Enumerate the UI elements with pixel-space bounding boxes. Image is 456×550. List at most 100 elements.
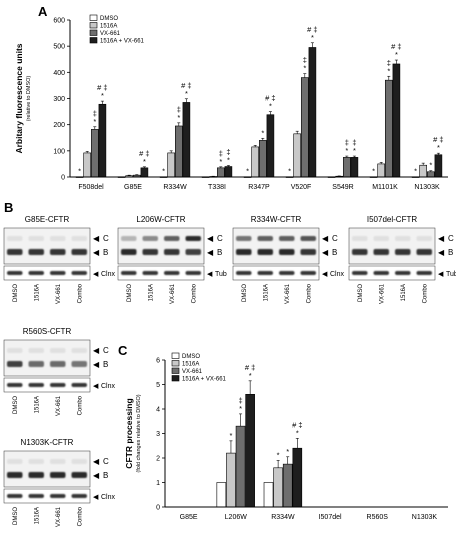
x-tick-label: M1101K: [372, 184, 398, 191]
significance-marker: # ‡: [181, 81, 191, 90]
bar: [350, 157, 359, 178]
band-label-b: B: [103, 360, 108, 369]
significance-marker: *: [78, 167, 81, 176]
x-tick-label: R334W: [271, 514, 295, 521]
lane-label: VX-661: [56, 506, 62, 527]
band-b: [71, 361, 87, 367]
band-label-c: C: [103, 234, 109, 243]
significance-marker: ‡: [93, 109, 97, 118]
blot-title: N1303K-CFTR: [21, 438, 74, 447]
band-b: [164, 249, 180, 255]
arrow-loading: ◀: [93, 383, 99, 390]
legend-label: 1516A + VX-661: [100, 39, 145, 45]
significance-marker: # ‡: [97, 83, 107, 92]
significance-marker: # ‡: [433, 135, 443, 144]
significance-marker: *: [286, 447, 289, 456]
band-c: [50, 348, 66, 353]
significance-marker: ‡: [219, 149, 223, 158]
legend-swatch: [89, 37, 98, 44]
band-b: [185, 249, 201, 255]
chart-a-bars: * * * * * *‡*‡*‡**‡*‡*‡**# ‡*# ‡*# ‡*‡*# ‡*# …: [75, 25, 444, 178]
band-b: [121, 249, 137, 255]
bar: [83, 152, 91, 178]
arrow-loading: ◀: [93, 271, 99, 278]
band-c: [71, 236, 87, 241]
significance-marker: *: [303, 64, 306, 73]
significance-marker: *: [345, 146, 348, 155]
y-axis-sublabel: (fold changes relative to DMSO): [136, 394, 142, 472]
loading-label: Clnx: [101, 494, 116, 501]
x-tick-label: L206W: [225, 514, 248, 521]
band-c: [7, 459, 23, 464]
band-c: [416, 236, 432, 241]
band-c: [7, 236, 23, 241]
loading-membrane: [348, 265, 436, 281]
bar: [419, 164, 428, 178]
x-tick-label: I507del: [319, 514, 342, 521]
significance-marker: *: [185, 89, 188, 98]
significance-marker: ‡: [303, 56, 307, 65]
panel-label-b: B: [4, 200, 13, 215]
band-b: [279, 249, 295, 255]
y-tick-label: 300: [53, 96, 65, 103]
significance-marker: *: [246, 167, 249, 176]
y-tick-label: 2: [156, 456, 160, 463]
blot-title: R334W-CFTR: [251, 215, 302, 224]
band-loading: [121, 271, 137, 275]
y-tick-label: 4: [156, 407, 160, 414]
band-b: [142, 249, 158, 255]
lane-label: DMSO: [242, 284, 248, 302]
significance-marker: *: [93, 117, 96, 126]
y-tick-label: 400: [53, 70, 65, 77]
x-tick-label: N1303K: [412, 514, 438, 521]
significance-marker: *: [277, 450, 280, 459]
legend-swatch: [89, 29, 98, 36]
band-loading: [71, 383, 87, 387]
y-tick-label: 500: [53, 44, 65, 51]
arrow-loading: ◀: [438, 271, 444, 278]
bar: [175, 125, 183, 178]
significance-marker: *: [227, 155, 230, 164]
band-b: [373, 249, 389, 255]
arrow-c: ◀: [93, 234, 100, 243]
lane-label: 1516A: [401, 284, 407, 301]
band-b: [395, 249, 411, 255]
arrow-loading: ◀: [93, 494, 99, 501]
band-b: [28, 361, 44, 367]
x-tick-label: F508del: [78, 184, 104, 191]
y-tick-label: 5: [156, 382, 160, 389]
bar: [273, 467, 283, 508]
legend-label: VX-661: [182, 369, 203, 375]
legend-swatch: [89, 14, 98, 21]
band-b: [71, 249, 87, 255]
lane-label: Combo: [77, 506, 83, 526]
legend-label: DMSO: [100, 16, 118, 22]
band-c: [300, 236, 316, 241]
x-tick-label: R560S: [367, 514, 389, 521]
band-c: [236, 236, 252, 241]
lane-label: VX-661: [170, 283, 176, 304]
band-loading: [416, 271, 432, 275]
significance-marker: # ‡: [292, 420, 302, 429]
arrow-loading: ◀: [322, 271, 328, 278]
loading-label: Clnx: [330, 271, 345, 278]
band-b: [300, 249, 316, 255]
band-loading: [142, 271, 158, 275]
significance-marker: ‡: [387, 58, 391, 67]
significance-marker: *: [296, 428, 299, 437]
y-tick-label: 100: [53, 148, 65, 155]
arrow-b: ◀: [93, 360, 100, 369]
significance-marker: *: [414, 167, 417, 176]
lane-label: 1516A: [34, 284, 40, 301]
significance-marker: *: [429, 161, 432, 170]
bar: [300, 77, 309, 178]
chart-c-axes: 0 1 2 3 4 5 6 CFTR processing (fold changes rela…: [124, 358, 448, 521]
band-label-b: B: [103, 248, 108, 257]
significance-marker: *: [101, 91, 104, 100]
